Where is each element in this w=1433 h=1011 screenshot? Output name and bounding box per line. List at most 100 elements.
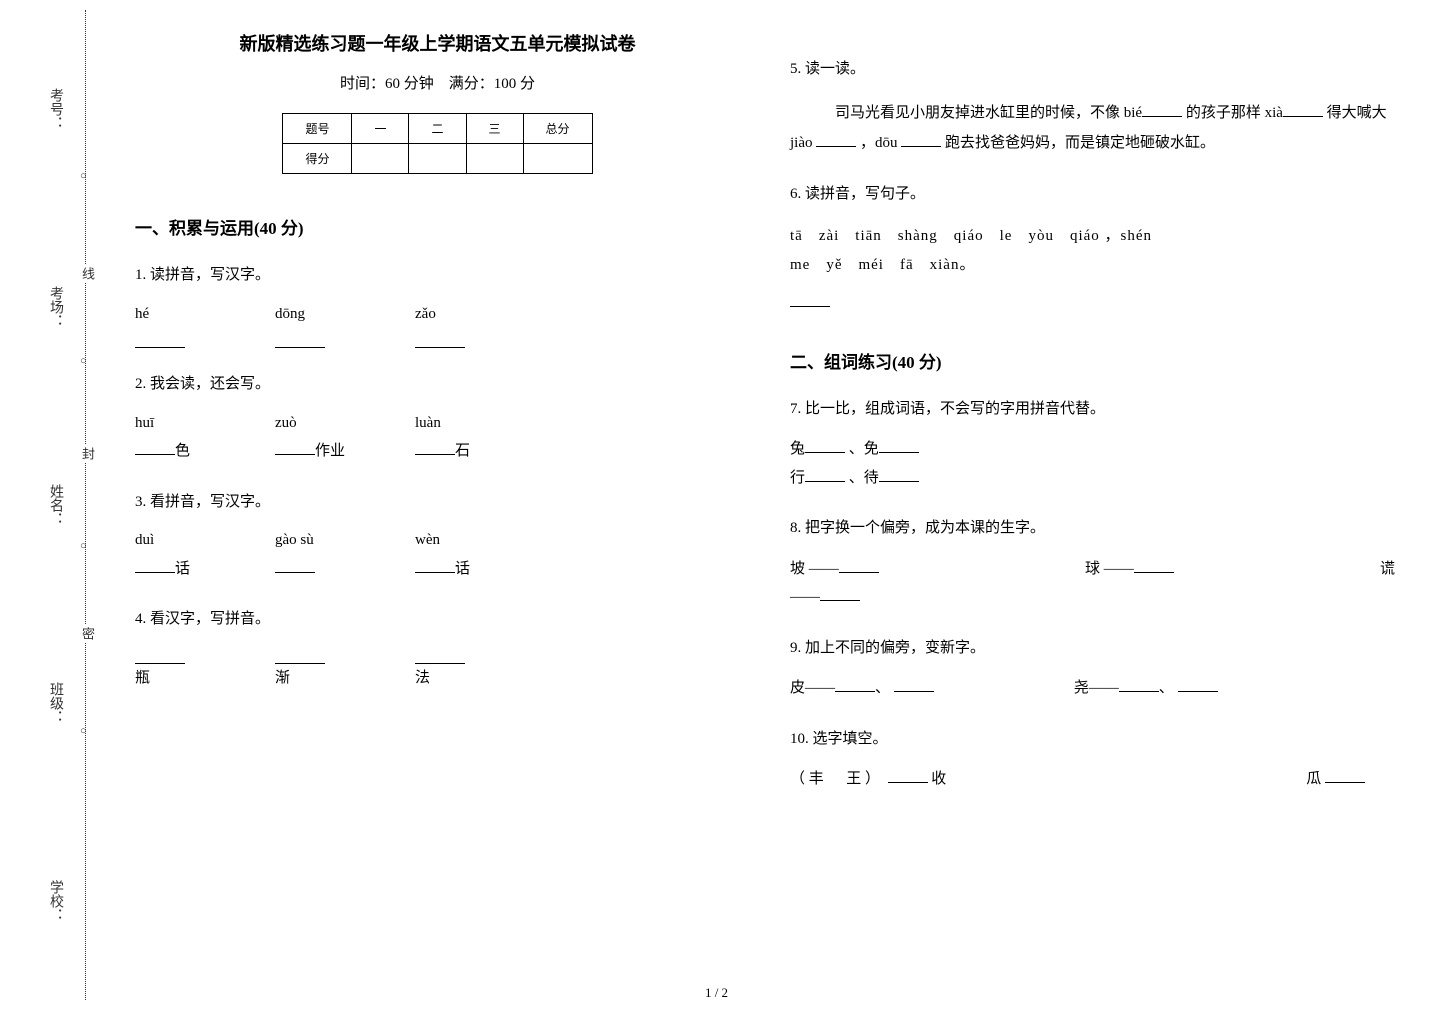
- section-b-heading: 二、组词练习(40 分): [790, 348, 1395, 373]
- question-7: 7. 比一比，组成词语，不会写的字用拼音代替。 兔 、免 行 、待: [790, 395, 1395, 493]
- q1-item: zǎo: [415, 300, 495, 349]
- question-1: 1. 读拼音，写汉字。 hé dōng zǎo: [135, 261, 740, 348]
- pair: 皮——、: [790, 674, 934, 703]
- question-5: 5. 读一读。 司马光看见小朋友掉进水缸里的时候，不像 bié 的孩子那样 xi…: [790, 55, 1395, 158]
- td-blank: [523, 144, 592, 174]
- q2-stem: 2. 我会读，还会写。: [135, 370, 740, 399]
- blank: [879, 467, 919, 482]
- content-area: 新版精选练习题一年级上学期语文五单元模拟试卷 时间：60 分钟 满分：100 分…: [110, 0, 1420, 1011]
- vlabel-room: 考场：: [45, 286, 65, 328]
- pinyin: huī: [135, 409, 215, 438]
- th-one: 一: [352, 114, 409, 144]
- q5-text: 司马光看见小朋友掉进水缸里的时候，不像 bié: [790, 105, 1142, 121]
- section-a-heading: 一、积累与运用(40 分): [135, 214, 740, 239]
- o-marker: ○: [80, 355, 87, 367]
- q4-item: 法: [415, 644, 495, 693]
- question-3: 3. 看拼音，写汉字。 duì 话 gào sù wèn 话: [135, 488, 740, 584]
- tail: 石: [415, 437, 495, 466]
- vline-text-feng: 封: [78, 445, 97, 462]
- seg: 瓜: [1306, 765, 1365, 794]
- pinyin: duì: [135, 526, 215, 555]
- q10-row: （ 丰 王 ） 收 瓜: [790, 765, 1395, 794]
- page-subtitle: 时间：60 分钟 满分：100 分: [135, 72, 740, 93]
- vlabel-class: 班级：: [45, 682, 65, 724]
- tail: 话: [135, 555, 215, 584]
- q4-item: 渐: [275, 644, 355, 693]
- q7-stem: 7. 比一比，组成词语，不会写的字用拼音代替。: [790, 395, 1395, 424]
- th-total: 总分: [523, 114, 592, 144]
- td-label: 得分: [283, 144, 352, 174]
- blank: [1134, 558, 1174, 573]
- tail: 色: [135, 437, 215, 466]
- blank: [805, 438, 845, 453]
- left-column: 新版精选练习题一年级上学期语文五单元模拟试卷 时间：60 分钟 满分：100 分…: [110, 0, 765, 1011]
- hanzi: 渐: [275, 664, 355, 693]
- q10-stem: 10. 选字填空。: [790, 725, 1395, 754]
- q8-trail: ——: [790, 583, 1395, 612]
- question-2: 2. 我会读，还会写。 huī 色 zuò 作业 luàn 石: [135, 370, 740, 466]
- seal-dotted-line: ○ ○ ○ ○: [85, 10, 95, 1000]
- blank: [1325, 768, 1365, 783]
- blank: [835, 677, 875, 692]
- q7-line: 兔 、免: [790, 435, 1395, 464]
- pinyin: dōng: [275, 300, 355, 329]
- blank: [901, 132, 941, 147]
- q8-stem: 8. 把字换一个偏旁，成为本课的生字。: [790, 514, 1395, 543]
- blank: [816, 132, 856, 147]
- pinyin: wèn: [415, 526, 495, 555]
- q4-stem: 4. 看汉字，写拼音。: [135, 605, 740, 634]
- o-marker: ○: [80, 170, 87, 182]
- blank: [275, 646, 325, 664]
- q3-item: duì 话: [135, 526, 215, 583]
- td-blank: [466, 144, 523, 174]
- page-title: 新版精选练习题一年级上学期语文五单元模拟试卷: [135, 30, 740, 56]
- vline-text-xian: 线: [78, 265, 97, 282]
- q1-item: dōng: [275, 300, 355, 349]
- tail: 话: [415, 555, 495, 584]
- vlabel-school: 学校：: [45, 880, 65, 922]
- right-column: 5. 读一读。 司马光看见小朋友掉进水缸里的时候，不像 bié 的孩子那样 xi…: [765, 0, 1420, 1011]
- q9-stem: 9. 加上不同的偏旁，变新字。: [790, 634, 1395, 663]
- q6-stem: 6. 读拼音，写句子。: [790, 180, 1395, 209]
- q2-item: huī 色: [135, 409, 215, 466]
- question-10: 10. 选字填空。 （ 丰 王 ） 收 瓜: [790, 725, 1395, 794]
- hz: 待: [864, 470, 879, 486]
- hz: 行: [790, 470, 805, 486]
- q4-item: 瓶: [135, 644, 215, 693]
- blank: [888, 768, 928, 783]
- o-marker: ○: [80, 725, 87, 737]
- blank: [1178, 677, 1218, 692]
- blank: [879, 438, 919, 453]
- seg: （ 丰 王 ） 收: [790, 765, 946, 794]
- th-three: 三: [466, 114, 523, 144]
- q2-item: luàn 石: [415, 409, 495, 466]
- score-table: 题号 一 二 三 总分 得分: [282, 113, 592, 174]
- q3-stem: 3. 看拼音，写汉字。: [135, 488, 740, 517]
- pair: 谎: [1380, 555, 1395, 584]
- hanzi: 法: [415, 664, 495, 693]
- hz: 兔: [790, 441, 805, 457]
- q3-item: gào sù: [275, 526, 355, 583]
- question-6: 6. 读拼音，写句子。 tā zài tiān shàng qiáo le yò…: [790, 180, 1395, 318]
- q6-line1: tā zài tiān shàng qiáo le yòu qiáo ，shén: [790, 222, 1395, 251]
- blank: [1283, 102, 1323, 117]
- blank: [894, 677, 934, 692]
- page-number: 1 / 2: [705, 985, 728, 1001]
- q1-stem: 1. 读拼音，写汉字。: [135, 261, 740, 290]
- tail: 作业: [275, 437, 355, 466]
- blank: [805, 467, 845, 482]
- blank: [415, 646, 465, 664]
- q5-stem: 5. 读一读。: [790, 55, 1395, 84]
- table-row: 题号 一 二 三 总分: [283, 114, 592, 144]
- q7-line: 行 、待: [790, 464, 1395, 493]
- blank: [790, 292, 830, 307]
- blank: [135, 330, 185, 348]
- pair: 坡 ——: [790, 555, 879, 584]
- q5-body: 司马光看见小朋友掉进水缸里的时候，不像 bié 的孩子那样 xià 得大喊大 j…: [790, 98, 1395, 158]
- q5-text: 跑去找爸爸妈妈，而是镇定地砸破水缸。: [945, 135, 1215, 151]
- hanzi: 瓶: [135, 664, 215, 693]
- q6-line2: me yě méi fā xiàn。: [790, 251, 1395, 280]
- blank: [415, 330, 465, 348]
- binding-strip: 学校： 班级： 姓名： 考场： 考号：: [35, 10, 75, 1000]
- q9-row: 皮——、 尧——、: [790, 674, 1395, 703]
